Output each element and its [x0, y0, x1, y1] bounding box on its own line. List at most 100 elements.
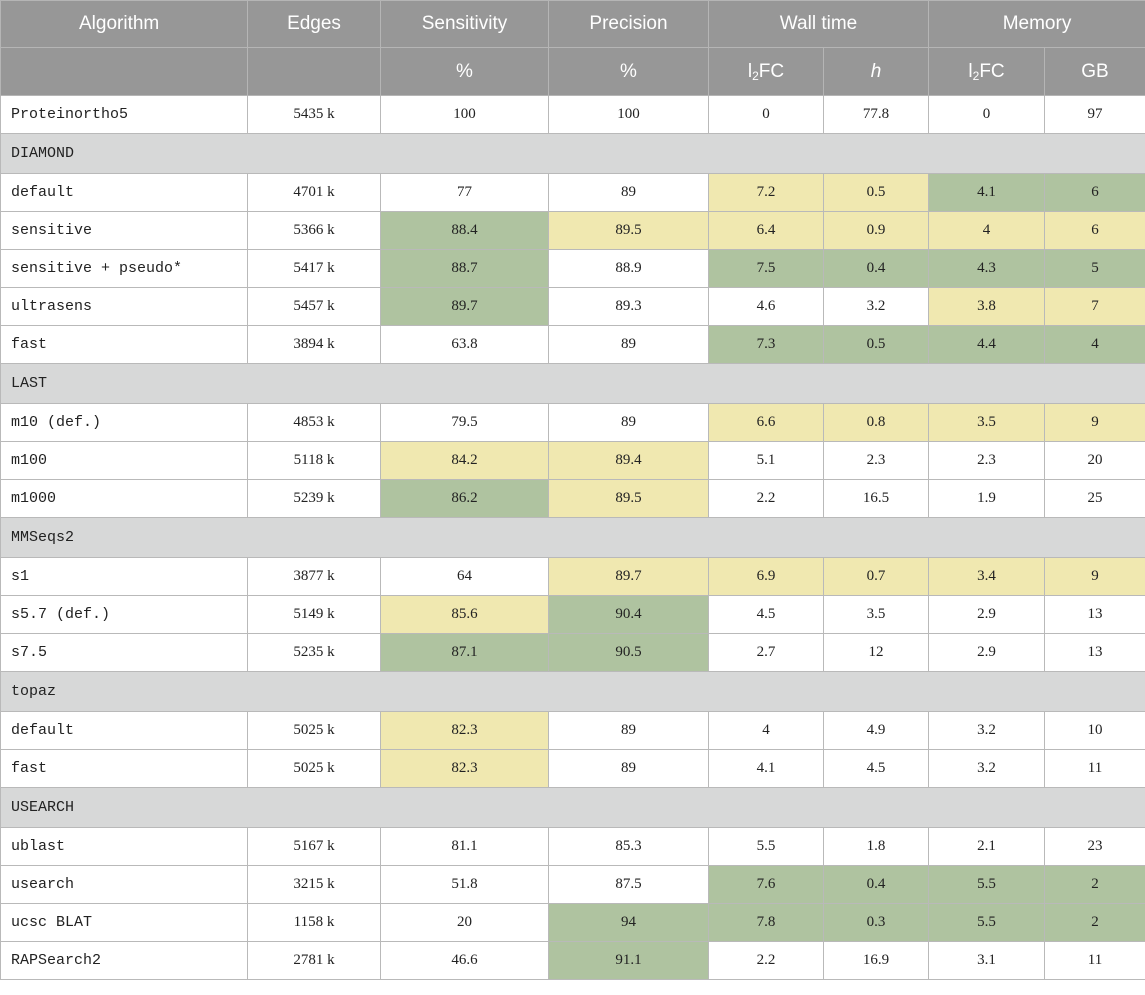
cell-memory-gb: 11 — [1044, 941, 1145, 980]
cell-wall-time-h: 3.2 — [822, 287, 930, 326]
wt-l2fc-tail: FC — [758, 60, 785, 82]
group-row: LAST — [0, 363, 1145, 404]
cell-algorithm: Proteinortho5 — [0, 95, 248, 134]
cell-memory-l2fc: 0 — [928, 95, 1046, 134]
table-row: s7.5 5235 k 87.1 90.5 2.7 12 2.9 13 — [0, 633, 1145, 672]
cell-edges: 4701 k — [247, 173, 381, 212]
cell-memory-l2fc: 4 — [928, 211, 1046, 250]
header-algorithm-unit — [0, 47, 248, 96]
cell-wall-time-h: 0.5 — [822, 325, 930, 364]
cell-algorithm: s1 — [0, 557, 248, 596]
group-label: MMSeqs2 — [0, 517, 1145, 558]
cell-precision: 89.3 — [548, 287, 709, 326]
cell-wall-time-h: 4.5 — [822, 749, 930, 788]
cell-memory-l2fc: 3.2 — [928, 749, 1046, 788]
group-row: DIAMOND — [0, 133, 1145, 174]
cell-wall-time-l2fc: 0 — [708, 95, 824, 134]
cell-memory-l2fc: 4.4 — [928, 325, 1046, 364]
cell-edges: 5025 k — [247, 749, 381, 788]
cell-algorithm: m100 — [0, 441, 248, 480]
cell-sensitivity: 89.7 — [380, 287, 549, 326]
cell-sensitivity: 82.3 — [380, 749, 549, 788]
cell-precision: 89 — [548, 325, 709, 364]
table-row: Proteinortho5 5435 k 100 100 0 77.8 0 97 — [0, 95, 1145, 134]
header-sensitivity: Sensitivity — [380, 0, 549, 48]
cell-memory-l2fc: 3.8 — [928, 287, 1046, 326]
cell-wall-time-h: 0.8 — [822, 403, 930, 442]
group-label: USEARCH — [0, 787, 1145, 828]
cell-memory-l2fc: 2.3 — [928, 441, 1046, 480]
wt-unit: h — [870, 60, 882, 82]
cell-wall-time-l2fc: 4.5 — [708, 595, 824, 634]
cell-edges: 5366 k — [247, 211, 381, 250]
cell-sensitivity: 87.1 — [380, 633, 549, 672]
cell-sensitivity: 86.2 — [380, 479, 549, 518]
cell-edges: 5435 k — [247, 95, 381, 134]
cell-memory-gb: 11 — [1044, 749, 1145, 788]
table-row: m1000 5239 k 86.2 89.5 2.2 16.5 1.9 25 — [0, 479, 1145, 518]
cell-wall-time-l2fc: 6.6 — [708, 403, 824, 442]
cell-precision: 89 — [548, 711, 709, 750]
cell-sensitivity: 84.2 — [380, 441, 549, 480]
table-row: ultrasens 5457 k 89.7 89.3 4.6 3.2 3.8 7 — [0, 287, 1145, 326]
cell-memory-gb: 13 — [1044, 633, 1145, 672]
cell-edges: 3877 k — [247, 557, 381, 596]
cell-memory-gb: 5 — [1044, 249, 1145, 288]
table-row: m100 5118 k 84.2 89.4 5.1 2.3 2.3 20 — [0, 441, 1145, 480]
cell-sensitivity: 77 — [380, 173, 549, 212]
cell-wall-time-l2fc: 4.1 — [708, 749, 824, 788]
table-row: sensitive + pseudo* 5417 k 88.7 88.9 7.5… — [0, 249, 1145, 288]
cell-algorithm: m10 (def.) — [0, 403, 248, 442]
cell-algorithm: m1000 — [0, 479, 248, 518]
cell-precision: 89.5 — [548, 211, 709, 250]
cell-wall-time-l2fc: 6.4 — [708, 211, 824, 250]
cell-algorithm: fast — [0, 749, 248, 788]
cell-memory-l2fc: 3.5 — [928, 403, 1046, 442]
table-body: Proteinortho5 5435 k 100 100 0 77.8 0 97… — [0, 95, 1145, 980]
cell-wall-time-l2fc: 7.5 — [708, 249, 824, 288]
group-row: USEARCH — [0, 787, 1145, 828]
cell-edges: 5235 k — [247, 633, 381, 672]
cell-sensitivity: 85.6 — [380, 595, 549, 634]
cell-memory-gb: 4 — [1044, 325, 1145, 364]
group-label: topaz — [0, 671, 1145, 712]
cell-sensitivity: 88.4 — [380, 211, 549, 250]
cell-edges: 5167 k — [247, 827, 381, 866]
cell-algorithm: default — [0, 173, 248, 212]
cell-edges: 5025 k — [247, 711, 381, 750]
cell-wall-time-h: 4.9 — [822, 711, 930, 750]
header-edges-unit — [247, 47, 381, 96]
header-sensitivity-unit: % — [380, 47, 549, 96]
cell-wall-time-h: 0.9 — [822, 211, 930, 250]
cell-memory-gb: 13 — [1044, 595, 1145, 634]
header-edges: Edges — [247, 0, 381, 48]
cell-edges: 5149 k — [247, 595, 381, 634]
cell-wall-time-h: 0.4 — [822, 865, 930, 904]
cell-algorithm: s7.5 — [0, 633, 248, 672]
cell-sensitivity: 20 — [380, 903, 549, 942]
table-row: s1 3877 k 64 89.7 6.9 0.7 3.4 9 — [0, 557, 1145, 596]
cell-precision: 90.4 — [548, 595, 709, 634]
cell-sensitivity: 64 — [380, 557, 549, 596]
wt-l2fc-sub: 2 — [752, 68, 759, 83]
header-wall-time-l2fc: l2FC — [708, 47, 824, 96]
cell-edges: 5417 k — [247, 249, 381, 288]
cell-memory-gb: 2 — [1044, 903, 1145, 942]
cell-memory-gb: 20 — [1044, 441, 1145, 480]
cell-memory-gb: 97 — [1044, 95, 1145, 134]
header-memory-l2fc: l2FC — [928, 47, 1046, 96]
cell-memory-l2fc: 2.9 — [928, 633, 1046, 672]
cell-memory-l2fc: 5.5 — [928, 865, 1046, 904]
cell-precision: 89 — [548, 173, 709, 212]
cell-memory-gb: 6 — [1044, 211, 1145, 250]
table-row: s5.7 (def.) 5149 k 85.6 90.4 4.5 3.5 2.9… — [0, 595, 1145, 634]
cell-sensitivity: 79.5 — [380, 403, 549, 442]
cell-wall-time-h: 0.7 — [822, 557, 930, 596]
cell-algorithm: sensitive — [0, 211, 248, 250]
cell-sensitivity: 81.1 — [380, 827, 549, 866]
group-label: DIAMOND — [0, 133, 1145, 174]
header-algorithm: Algorithm — [0, 0, 248, 48]
cell-edges: 3215 k — [247, 865, 381, 904]
cell-wall-time-l2fc: 4.6 — [708, 287, 824, 326]
wt-l2fc-base: l — [747, 60, 753, 82]
